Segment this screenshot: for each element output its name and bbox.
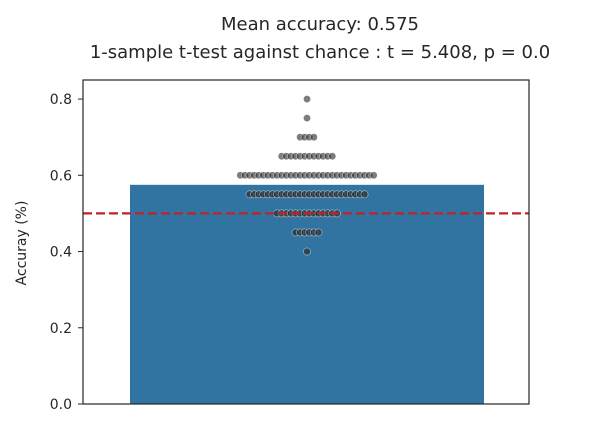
y-tick-label: 0.0 [50,397,72,413]
data-point [303,95,311,103]
chart-subtitle: 1-sample t-test against chance : t = 5.4… [90,42,550,63]
y-tick-label: 0.4 [50,245,72,261]
y-tick-label: 0.2 [50,321,72,337]
data-point [328,152,337,161]
data-point [369,171,378,180]
bar-mean [130,184,484,404]
data-point [303,247,311,256]
data-point [310,133,318,141]
data-point [314,228,323,237]
data-point [360,190,369,199]
y-tick-label: 0.6 [50,168,72,184]
plot-area: 0.0 0.2 0.4 0.6 0.8 [50,79,530,413]
plot-frame [82,79,530,405]
y-tick-label: 0.8 [50,92,72,108]
y-axis-label: Accuray (%) [14,201,30,286]
data-point [303,114,311,122]
chart-title: Mean accuracy: 0.575 [221,14,419,35]
